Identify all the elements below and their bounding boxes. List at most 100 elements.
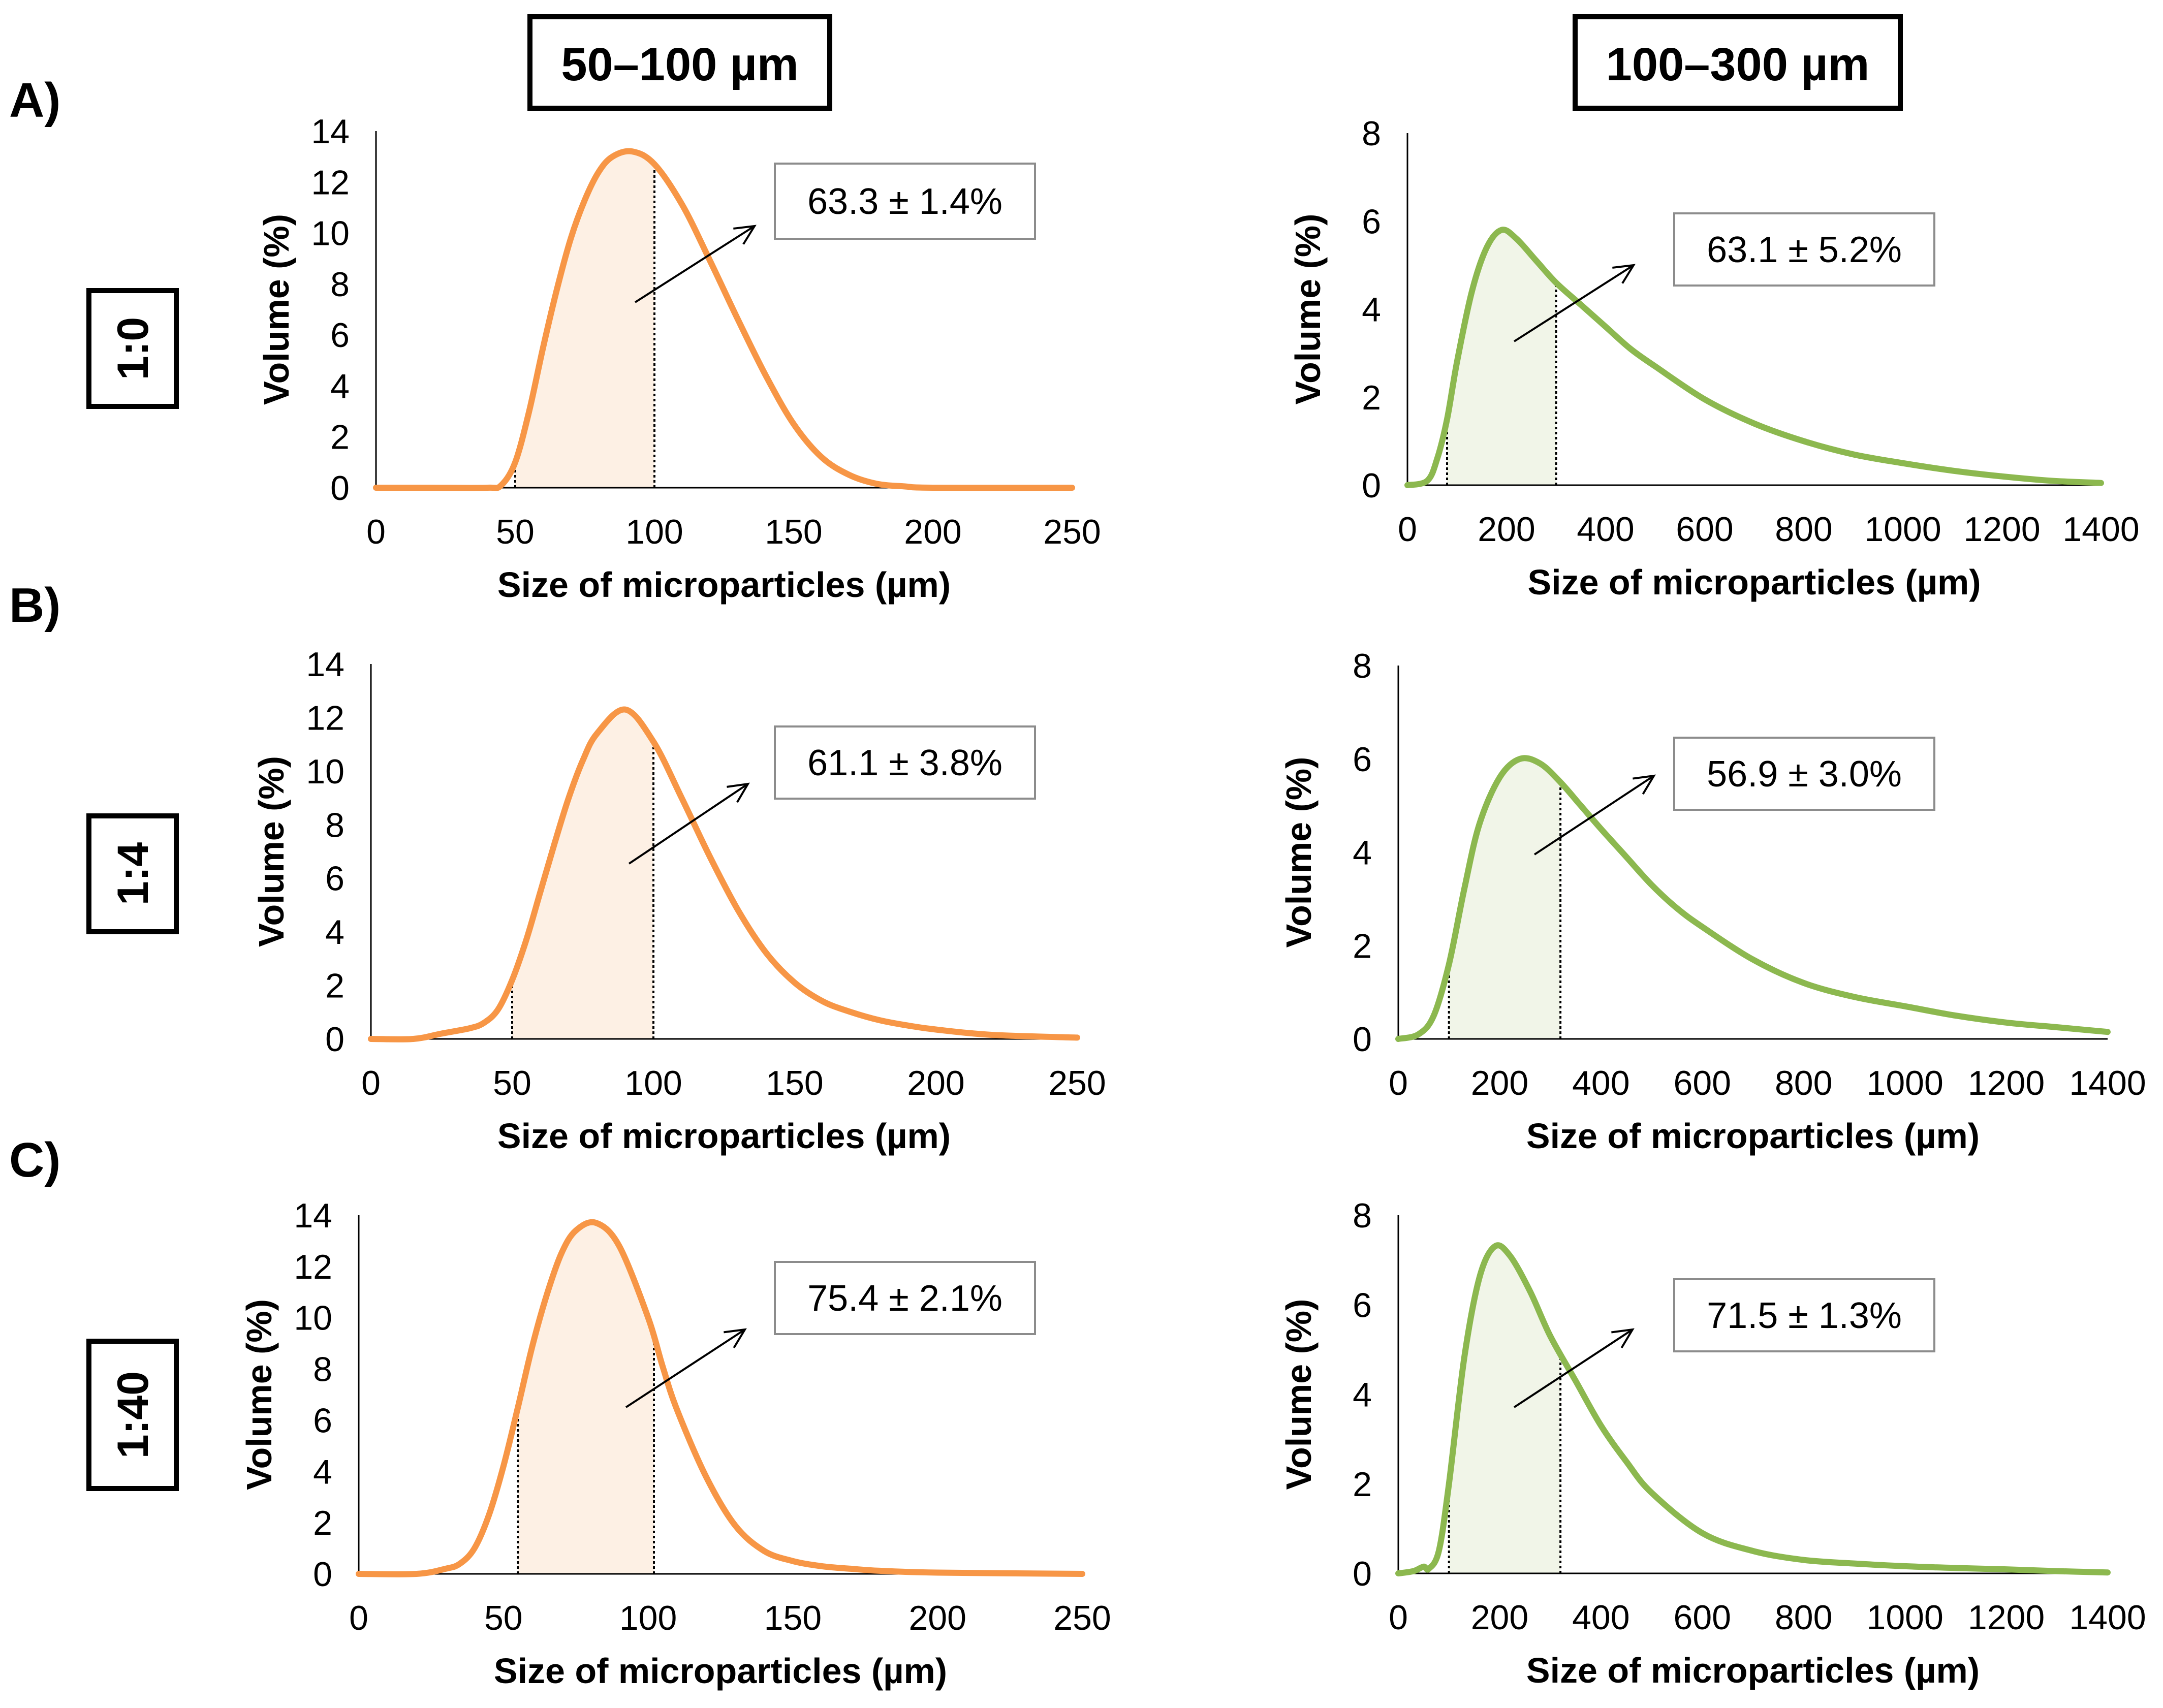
annotation-box	[1673, 737, 1935, 811]
column-header-label: 100–300 µm	[1606, 39, 1870, 90]
y-tick-label: 12	[311, 163, 350, 202]
x-tick-label: 1200	[1968, 1064, 2045, 1102]
row-label-a: A)	[9, 73, 60, 128]
ratio-label: 1:4	[109, 842, 158, 905]
arrow-head	[1611, 1328, 1635, 1349]
x-tick-label: 1200	[1963, 510, 2040, 549]
distribution-curve	[356, 1219, 1085, 1577]
y-tick-label: 6	[1353, 1286, 1372, 1324]
x-tick-label: 50	[493, 1064, 531, 1102]
chart-panel-c-right: 0 2 4 6 8 0 200 400 600 800 1000 1200 1400 Size of mi…	[1279, 1196, 2146, 1690]
y-tick-label: 0	[325, 1020, 344, 1059]
x-tick-label: 1400	[2069, 1598, 2146, 1637]
ratio-box	[86, 813, 179, 934]
x-tick-label: 600	[1676, 510, 1733, 549]
y-axis-label: Volume (%)	[1288, 214, 1328, 405]
annotation-box	[774, 163, 1036, 240]
x-tick-label: 0	[366, 513, 386, 551]
y-tick-label: 12	[294, 1248, 332, 1286]
x-tick-label: 150	[764, 1599, 822, 1637]
y-tick-label: 4	[313, 1452, 332, 1491]
annotation-label: 75.4 ± 2.1%	[807, 1278, 1002, 1319]
x-tick-label: 800	[1775, 1598, 1832, 1637]
x-tick-label: 400	[1572, 1598, 1629, 1637]
x-tick-label: 1200	[1968, 1598, 2045, 1637]
y-tick-label: 10	[311, 214, 350, 253]
y-tick-label: 4	[1353, 834, 1372, 872]
distribution-curve	[1395, 755, 2111, 1042]
y-tick-label: 0	[1353, 1020, 1372, 1059]
column-header-left: 50–100 µm	[527, 14, 832, 111]
y-axis-label: Volume (%)	[257, 214, 296, 405]
arrow-head	[727, 782, 750, 803]
x-tick-label: 800	[1775, 1064, 1832, 1102]
row-label-c: C)	[9, 1133, 60, 1187]
y-axis-label: Volume (%)	[239, 1299, 279, 1490]
distribution-curve	[368, 706, 1080, 1042]
annotation-arrow	[1513, 1329, 1634, 1408]
x-tick-label: 250	[1043, 513, 1101, 551]
distribution-curve	[1395, 1242, 2111, 1576]
distribution-curve	[373, 148, 1075, 491]
y-tick-label: 8	[313, 1350, 332, 1389]
x-tick-label: 200	[1471, 1064, 1528, 1102]
y-tick-label: 8	[1362, 114, 1381, 153]
x-tick-label: 1000	[1867, 1064, 1943, 1102]
chart-panel-a-right: 0 2 4 6 8 0 200 400 600 800 1000 1200 1400 Size of mi…	[1288, 114, 2140, 602]
y-tick-label: 2	[1362, 378, 1381, 417]
annotation-box	[1673, 212, 1935, 287]
y-axis-label: Volume (%)	[1279, 1299, 1319, 1490]
distribution-curve	[1404, 227, 2104, 488]
arrow-head	[733, 225, 757, 245]
annotation-arrow	[1533, 775, 1655, 856]
x-tick-label: 50	[484, 1599, 523, 1637]
ratio-box	[86, 288, 179, 409]
x-tick-label: 200	[907, 1064, 964, 1102]
column-header-box	[1573, 14, 1903, 111]
annotation-label: 56.9 ± 3.0%	[1707, 754, 1902, 795]
x-tick-label: 0	[349, 1599, 368, 1637]
x-axis-label: Size of microparticles (µm)	[1526, 1651, 1980, 1690]
x-tick-label: 200	[1471, 1598, 1528, 1637]
annotation-arrow	[634, 225, 756, 303]
ratio-label: 1:40	[109, 1371, 158, 1459]
y-tick-label: 6	[1353, 740, 1372, 779]
y-tick-label: 6	[325, 860, 344, 898]
x-tick-label: 100	[625, 513, 683, 551]
ratio-box	[86, 1339, 179, 1491]
ratio-label: 1:0	[109, 317, 158, 380]
y-tick-label: 0	[1353, 1555, 1372, 1593]
column-header-box	[527, 14, 832, 111]
annotation-box	[1673, 1278, 1935, 1352]
shaded-area	[512, 709, 653, 1039]
shaded-area	[518, 1223, 654, 1574]
y-tick-label: 4	[330, 367, 350, 405]
y-tick-label: 4	[325, 913, 344, 952]
shaded-area	[1449, 1247, 1561, 1573]
y-tick-label: 14	[311, 112, 350, 151]
x-tick-label: 1000	[1864, 510, 1941, 549]
y-tick-label: 0	[330, 469, 350, 508]
y-tick-label: 0	[313, 1555, 332, 1594]
annotation-arrow	[1513, 264, 1635, 342]
x-tick-label: 400	[1572, 1064, 1629, 1102]
annotation-label: 61.1 ± 3.8%	[807, 743, 1002, 783]
x-tick-label: 0	[361, 1064, 381, 1102]
y-tick-label: 0	[1362, 466, 1381, 505]
x-tick-label: 100	[619, 1599, 677, 1637]
x-tick-label: 50	[496, 513, 535, 551]
y-tick-label: 8	[1353, 1196, 1372, 1235]
x-tick-label: 600	[1674, 1598, 1731, 1637]
x-tick-label: 1400	[2062, 510, 2139, 549]
y-tick-label: 2	[1353, 1465, 1372, 1504]
shaded-area	[515, 152, 654, 488]
y-tick-label: 10	[306, 752, 344, 791]
y-axis-label: Volume (%)	[1279, 757, 1319, 948]
annotation-label: 63.1 ± 5.2%	[1707, 230, 1902, 270]
x-axis-label: Size of microparticles (µm)	[1527, 562, 1981, 602]
y-tick-label: 10	[294, 1299, 332, 1338]
annotation-label: 71.5 ± 1.3%	[1707, 1295, 1902, 1336]
y-tick-label: 12	[306, 699, 344, 737]
y-axis-label: Volume (%)	[252, 756, 291, 947]
